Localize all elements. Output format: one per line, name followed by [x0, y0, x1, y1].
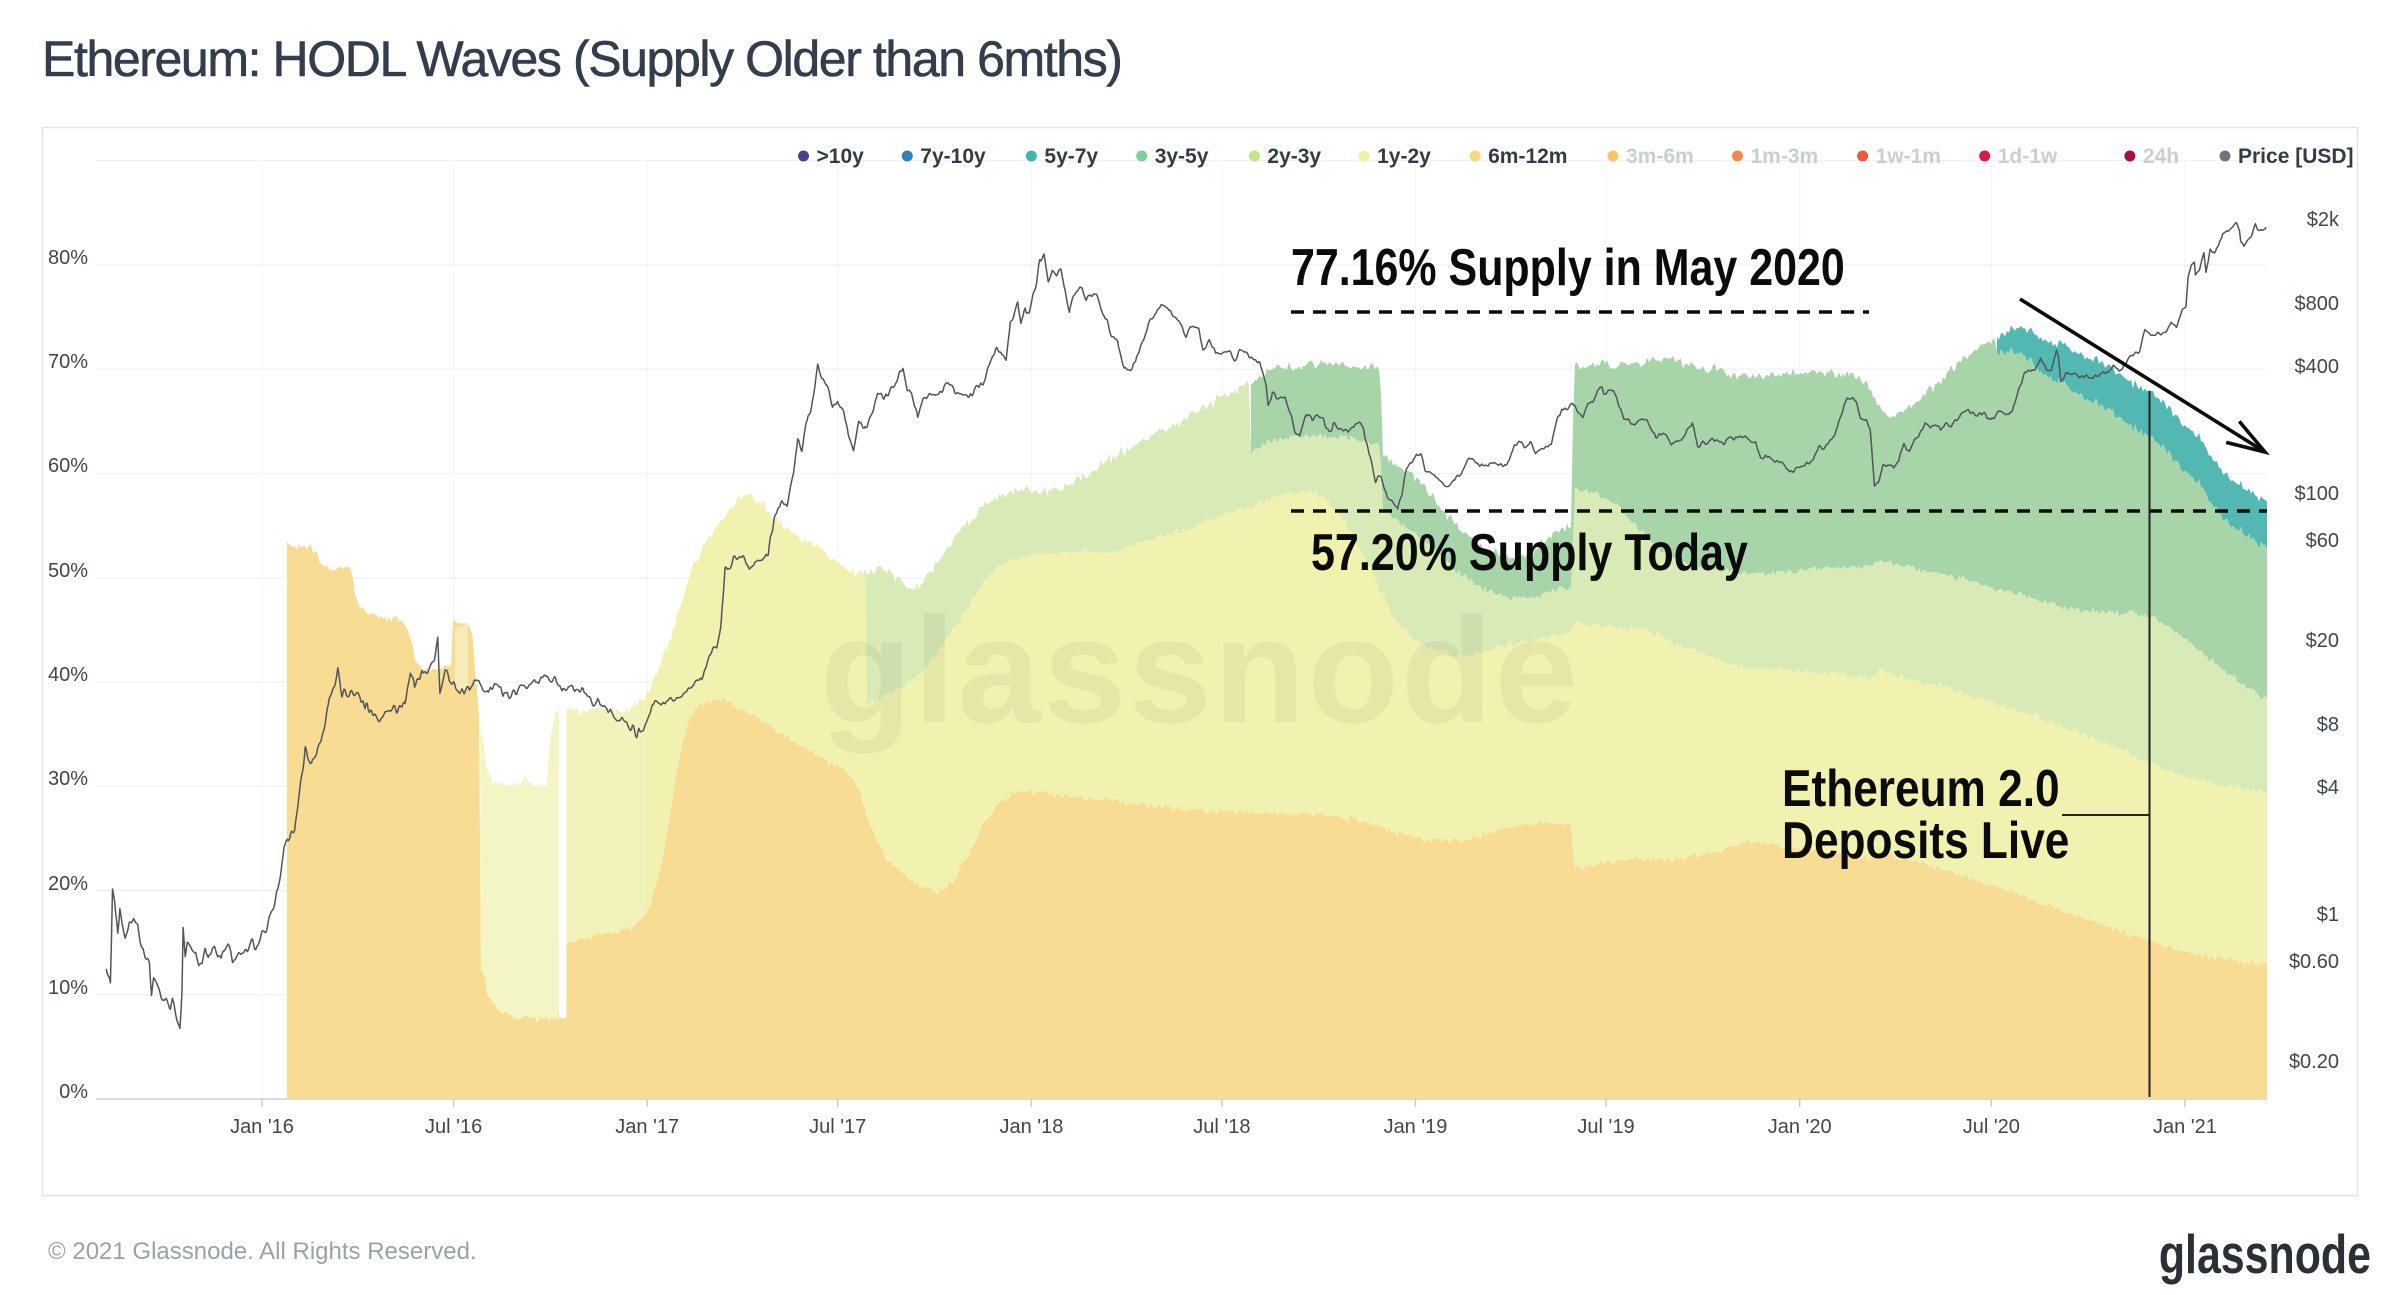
svg-text:10%: 10% — [48, 977, 88, 999]
svg-text:$0.60: $0.60 — [2289, 951, 2339, 973]
svg-text:>10y: >10y — [817, 145, 865, 168]
svg-text:7y-10y: 7y-10y — [920, 145, 986, 168]
svg-text:$1: $1 — [2317, 904, 2339, 926]
svg-text:6m-12m: 6m-12m — [1488, 145, 1567, 168]
svg-text:3m-6m: 3m-6m — [1626, 145, 1694, 168]
svg-text:5y-7y: 5y-7y — [1044, 145, 1098, 168]
svg-text:glassnode: glassnode — [2159, 1224, 2371, 1285]
svg-text:1m-3m: 1m-3m — [1751, 145, 1819, 168]
svg-text:glassnode: glassnode — [820, 586, 1580, 754]
svg-text:Jan '18: Jan '18 — [999, 1116, 1063, 1138]
svg-text:30%: 30% — [48, 768, 88, 790]
svg-text:57.20% Supply Today: 57.20% Supply Today — [1311, 524, 1748, 582]
svg-text:1y-2y: 1y-2y — [1377, 145, 1431, 168]
svg-text:3y-5y: 3y-5y — [1155, 145, 1209, 168]
svg-text:Jul '20: Jul '20 — [1963, 1116, 2020, 1138]
svg-text:$800: $800 — [2295, 293, 2340, 315]
svg-text:Jan '19: Jan '19 — [1384, 1116, 1448, 1138]
svg-text:50%: 50% — [48, 560, 88, 582]
svg-text:$60: $60 — [2306, 530, 2339, 552]
svg-text:$20: $20 — [2306, 630, 2339, 652]
svg-text:Jul '19: Jul '19 — [1577, 1116, 1634, 1138]
svg-text:Ethereum 2.0: Ethereum 2.0 — [1782, 760, 2060, 818]
svg-text:Jul '18: Jul '18 — [1193, 1116, 1250, 1138]
svg-text:$400: $400 — [2295, 356, 2340, 378]
svg-text:$4: $4 — [2317, 777, 2339, 799]
svg-text:20%: 20% — [48, 873, 88, 895]
svg-text:$8: $8 — [2317, 714, 2339, 736]
svg-text:Ethereum: HODL Waves (Supply O: Ethereum: HODL Waves (Supply Older than … — [42, 31, 1122, 87]
svg-text:77.16% Supply in May 2020: 77.16% Supply in May 2020 — [1291, 239, 1845, 297]
svg-text:Jan '17: Jan '17 — [615, 1116, 679, 1138]
svg-text:Jan '21: Jan '21 — [2153, 1116, 2217, 1138]
svg-text:24h: 24h — [2143, 145, 2179, 168]
svg-text:80%: 80% — [48, 247, 88, 269]
svg-text:40%: 40% — [48, 664, 88, 686]
svg-text:Jul '16: Jul '16 — [425, 1116, 482, 1138]
svg-text:60%: 60% — [48, 455, 88, 477]
svg-text:$100: $100 — [2295, 483, 2340, 505]
svg-text:Jan '16: Jan '16 — [230, 1116, 294, 1138]
svg-text:Jul '17: Jul '17 — [809, 1116, 866, 1138]
svg-text:0%: 0% — [59, 1081, 88, 1103]
svg-text:1w-1m: 1w-1m — [1876, 145, 1941, 168]
svg-text:2y-3y: 2y-3y — [1267, 145, 1321, 168]
svg-text:Deposits Live: Deposits Live — [1782, 812, 2069, 870]
svg-text:Jan '20: Jan '20 — [1768, 1116, 1832, 1138]
svg-text:© 2021 Glassnode. All Rights R: © 2021 Glassnode. All Rights Reserved. — [48, 1238, 477, 1265]
svg-text:$0.20: $0.20 — [2289, 1051, 2339, 1073]
svg-text:1d-1w: 1d-1w — [1998, 145, 2058, 168]
svg-text:70%: 70% — [48, 351, 88, 373]
svg-text:Price [USD]: Price [USD] — [2238, 145, 2354, 168]
svg-text:$2k: $2k — [2307, 209, 2340, 231]
